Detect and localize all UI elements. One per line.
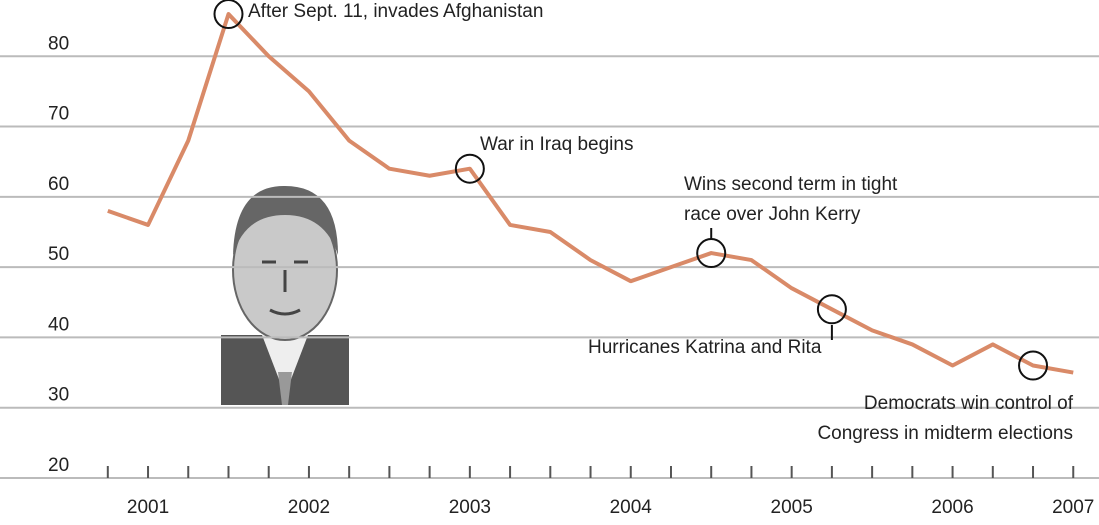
- y-tick-label: 30: [48, 385, 69, 406]
- y-tick-label: 20: [48, 455, 69, 476]
- y-tick-label: 40: [48, 314, 69, 335]
- annotation-text: War in Iraq begins: [480, 134, 633, 155]
- annotation-text: race over John Kerry: [684, 204, 861, 225]
- x-tick-label: 2003: [449, 497, 491, 518]
- annotation-text: Wins second term in tight: [684, 174, 898, 195]
- y-tick-label: 60: [48, 174, 69, 195]
- annotation-marker: [213, 0, 244, 30]
- annotation-marker: [454, 153, 485, 184]
- portrait: [221, 185, 349, 405]
- annotation-text: Hurricanes Katrina and Rita: [588, 337, 822, 358]
- x-tick-label: 2005: [771, 497, 813, 518]
- annotation-marker: [816, 294, 847, 325]
- y-tick-label: 80: [48, 33, 69, 54]
- portrait-tie: [278, 372, 292, 405]
- x-tick-label: 2001: [127, 497, 169, 518]
- y-tick-label: 70: [48, 104, 69, 125]
- portrait-shirt: [262, 335, 308, 395]
- portrait-features: [262, 260, 308, 316]
- line-series: [107, 12, 1074, 375]
- annotation-marker: [1018, 350, 1049, 381]
- y-tick-label: 50: [48, 244, 69, 265]
- x-tick-label: 2006: [931, 497, 973, 518]
- annotation-text: Democrats win control of: [864, 393, 1074, 414]
- annotation-text: After Sept. 11, invades Afghanistan: [248, 1, 543, 22]
- x-tick-label: 2007: [1052, 497, 1094, 518]
- x-tick-label: 2004: [610, 497, 653, 518]
- annotation-text: Congress in midterm elections: [817, 423, 1073, 444]
- portrait-hair: [233, 185, 338, 255]
- x-tick-label: 2002: [288, 497, 330, 518]
